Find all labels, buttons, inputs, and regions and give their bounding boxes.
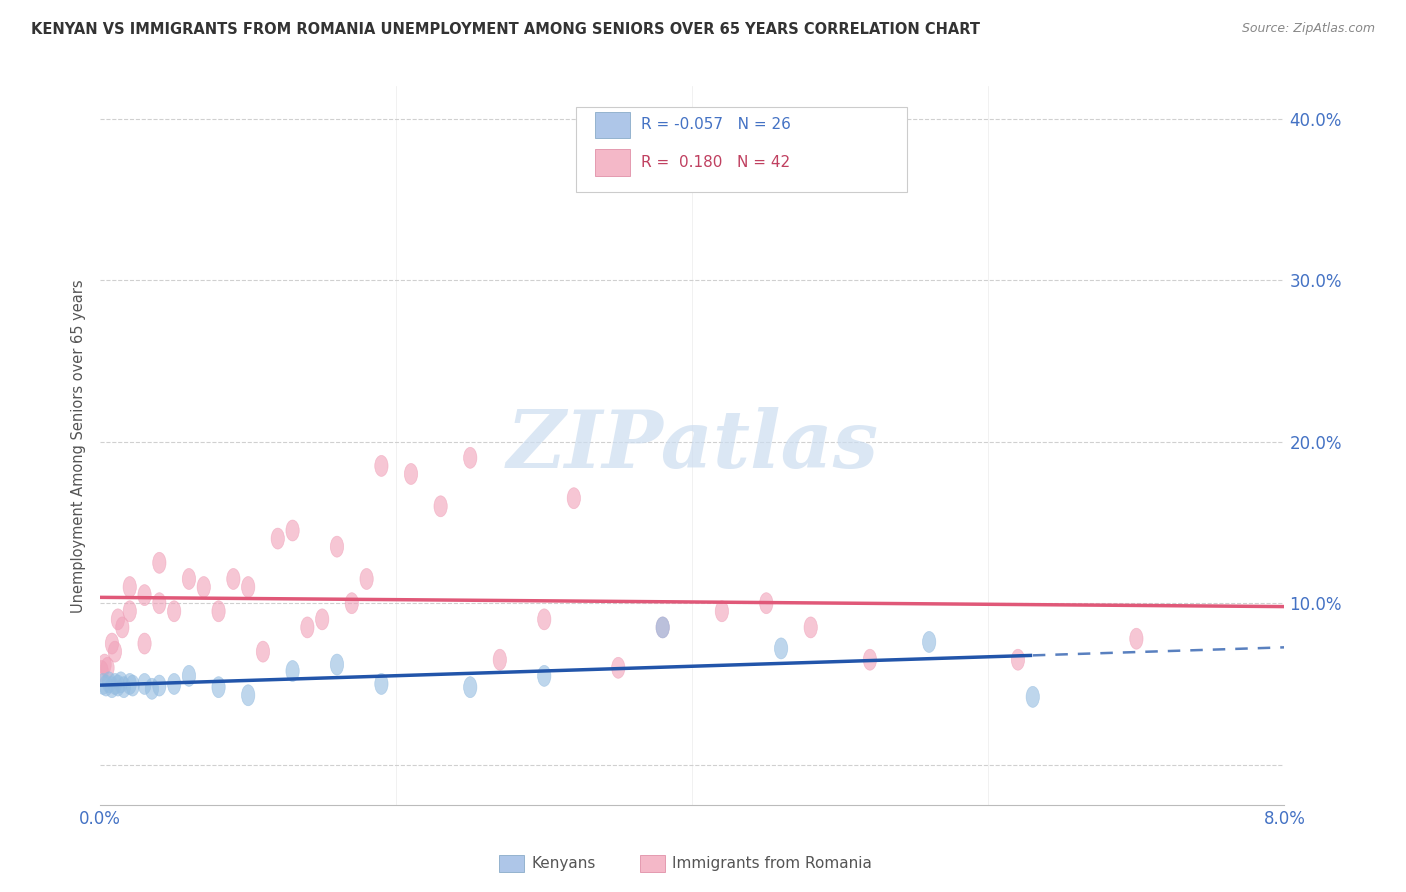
Ellipse shape	[108, 673, 121, 695]
Ellipse shape	[115, 617, 129, 638]
Ellipse shape	[100, 675, 112, 696]
Ellipse shape	[657, 617, 669, 638]
Y-axis label: Unemployment Among Seniors over 65 years: Unemployment Among Seniors over 65 years	[72, 279, 86, 613]
Text: R =  0.180   N = 42: R = 0.180 N = 42	[641, 155, 790, 169]
Ellipse shape	[105, 633, 118, 654]
Ellipse shape	[434, 496, 447, 516]
Ellipse shape	[153, 552, 166, 574]
Ellipse shape	[330, 654, 343, 675]
Ellipse shape	[226, 568, 240, 590]
Ellipse shape	[153, 675, 166, 696]
Ellipse shape	[103, 672, 115, 693]
Ellipse shape	[153, 592, 166, 614]
Text: Source: ZipAtlas.com: Source: ZipAtlas.com	[1241, 22, 1375, 36]
Ellipse shape	[127, 675, 139, 696]
Ellipse shape	[537, 665, 551, 686]
Ellipse shape	[922, 632, 936, 652]
Ellipse shape	[183, 665, 195, 686]
Ellipse shape	[105, 677, 118, 698]
Ellipse shape	[863, 649, 876, 670]
Ellipse shape	[145, 678, 159, 699]
Ellipse shape	[242, 685, 254, 706]
Ellipse shape	[716, 601, 728, 622]
Ellipse shape	[167, 673, 181, 695]
Ellipse shape	[117, 677, 131, 698]
Ellipse shape	[464, 447, 477, 468]
Text: Kenyans: Kenyans	[531, 856, 596, 871]
Ellipse shape	[101, 657, 114, 678]
Ellipse shape	[96, 661, 108, 681]
Ellipse shape	[242, 576, 254, 598]
Ellipse shape	[124, 601, 136, 622]
Ellipse shape	[375, 673, 388, 695]
Text: R = -0.057   N = 26: R = -0.057 N = 26	[641, 118, 792, 132]
Ellipse shape	[167, 601, 181, 622]
Ellipse shape	[375, 456, 388, 476]
Ellipse shape	[657, 617, 669, 638]
Ellipse shape	[360, 568, 373, 590]
Ellipse shape	[138, 633, 152, 654]
Ellipse shape	[285, 661, 299, 681]
Ellipse shape	[111, 609, 125, 630]
Ellipse shape	[1130, 628, 1143, 649]
Ellipse shape	[114, 672, 128, 693]
Ellipse shape	[315, 609, 329, 630]
Ellipse shape	[775, 638, 787, 659]
Ellipse shape	[612, 657, 624, 678]
Text: Immigrants from Romania: Immigrants from Romania	[672, 856, 872, 871]
Ellipse shape	[1011, 649, 1025, 670]
Ellipse shape	[464, 677, 477, 698]
Ellipse shape	[330, 536, 343, 558]
Ellipse shape	[212, 677, 225, 698]
Ellipse shape	[494, 649, 506, 670]
Ellipse shape	[537, 609, 551, 630]
Ellipse shape	[344, 592, 359, 614]
Ellipse shape	[183, 568, 195, 590]
Ellipse shape	[567, 488, 581, 508]
Ellipse shape	[301, 617, 314, 638]
Ellipse shape	[285, 520, 299, 541]
Ellipse shape	[98, 654, 111, 675]
Ellipse shape	[197, 576, 211, 598]
Ellipse shape	[212, 601, 225, 622]
Ellipse shape	[1026, 686, 1039, 707]
Ellipse shape	[124, 576, 136, 598]
Text: KENYAN VS IMMIGRANTS FROM ROMANIA UNEMPLOYMENT AMONG SENIORS OVER 65 YEARS CORRE: KENYAN VS IMMIGRANTS FROM ROMANIA UNEMPL…	[31, 22, 980, 37]
Ellipse shape	[108, 641, 121, 662]
Ellipse shape	[111, 675, 125, 696]
Ellipse shape	[405, 464, 418, 484]
Ellipse shape	[97, 673, 110, 695]
Ellipse shape	[124, 673, 136, 695]
Ellipse shape	[271, 528, 284, 549]
Ellipse shape	[759, 592, 773, 614]
Text: ZIPatlas: ZIPatlas	[506, 407, 879, 484]
Ellipse shape	[256, 641, 270, 662]
Ellipse shape	[138, 673, 152, 695]
Ellipse shape	[138, 584, 152, 606]
Ellipse shape	[804, 617, 817, 638]
